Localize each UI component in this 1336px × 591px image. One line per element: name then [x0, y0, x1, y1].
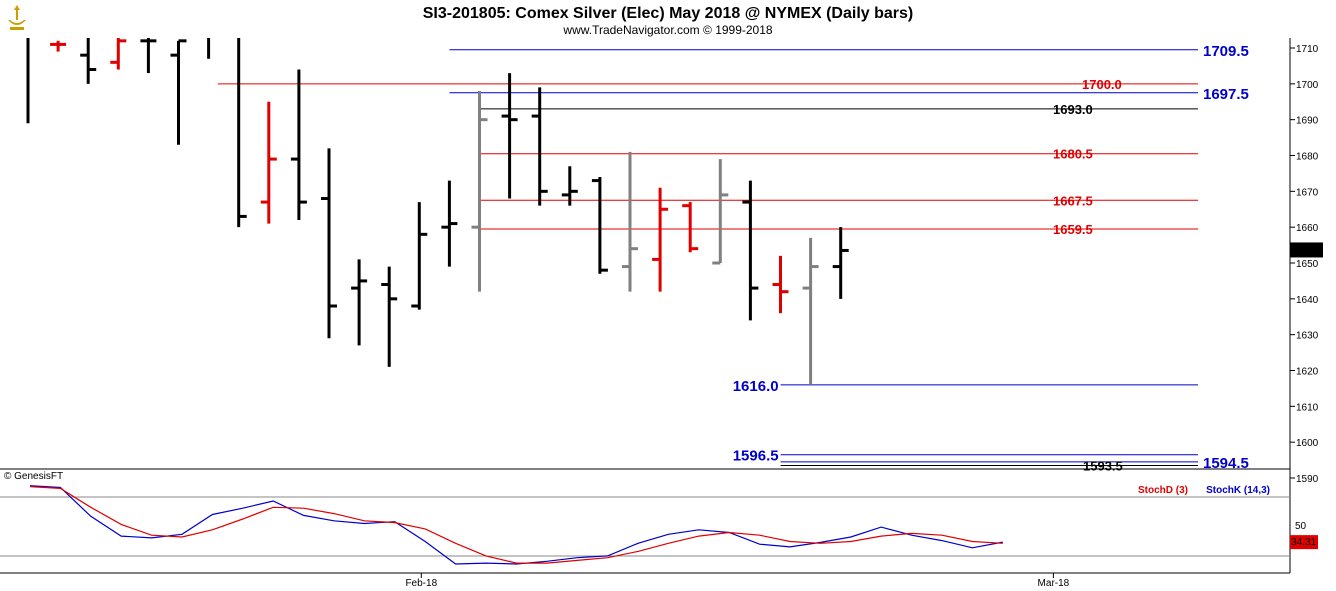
ohlc-bar: [110, 38, 127, 70]
x-axis-tick-label: Mar-18: [1038, 578, 1070, 589]
stoch-k-legend: StochK (14,3): [1206, 485, 1270, 496]
stochastic-panel: [29, 485, 1003, 565]
copyright-label: © GenesisFT: [4, 471, 63, 482]
ohlc-bar: [260, 101, 277, 224]
ohlc-bar: [501, 73, 518, 199]
y-axis-tick-label: 1680: [1296, 152, 1319, 163]
ohlc-bar: [742, 180, 759, 321]
ohlc-bar: [682, 202, 699, 253]
level-label-1667.5: 1667.5: [1053, 193, 1093, 208]
level-label-1616.0: 1616.0: [733, 378, 779, 395]
y-axis-tick-label: 1610: [1296, 402, 1319, 413]
levels-layer: 1709.5 1700.0 1697.5 1693.0 1680.5 1667.5 1659…: [217, 43, 1249, 473]
stoch-d-legend: StochD (3): [1138, 485, 1188, 496]
ohlc-bar: [290, 69, 307, 220]
ohlc-bar: [411, 202, 428, 310]
ohlc-bar: [321, 148, 337, 339]
y-axis-tick-label: 1640: [1296, 295, 1319, 306]
stoch-k-line: [29, 485, 1003, 565]
chart-title: SI3-201805: Comex Silver (Elec) May 2018…: [423, 5, 914, 22]
ohlc-bar: [772, 255, 789, 314]
y-axis-tick-label: 1630: [1296, 331, 1319, 342]
stoch-axis-tick-50: 50: [1295, 521, 1307, 532]
ohlc-bar: [351, 259, 368, 346]
y-axis-tick-label: 1620: [1296, 367, 1319, 378]
ohlc-bar: [471, 91, 488, 292]
level-label-1693.0: 1693.0: [1053, 102, 1093, 117]
level-label-1659.5: 1659.5: [1053, 222, 1093, 237]
y-axis-tick-label: 1600: [1296, 438, 1319, 449]
genesis-logo-icon: [4, 3, 30, 31]
ohlc-bar: [802, 237, 819, 385]
ohlc-bar: [652, 187, 669, 292]
y-axis-tick-label: 1670: [1296, 187, 1319, 198]
ohlc-bar: [591, 177, 608, 274]
ohlc-bar: [441, 180, 458, 267]
y-axis: 1590 1600 1610 1620 1630 1640 1650 1660 1670 1680…: [1290, 44, 1319, 485]
ohlc-bar: [50, 40, 67, 52]
level-label-1709.5: 1709.5: [1203, 43, 1249, 60]
x-axis-tick-label: Feb-18: [405, 578, 437, 589]
y-axis-tick-label: 1700: [1296, 80, 1319, 91]
level-label-1596.5: 1596.5: [733, 448, 779, 465]
y-axis-tick-label: 1650: [1296, 259, 1319, 270]
chart-subtitle: www.TradeNavigator.com © 1999-2018: [562, 23, 772, 37]
last-price-tag: 1653.5: [1290, 242, 1323, 258]
bars-layer: [26, 38, 849, 385]
level-label-1594.5: 1594.5: [1203, 455, 1249, 472]
level-label-1700.0: 1700.0: [1082, 77, 1122, 92]
ohlc-bar: [80, 38, 97, 84]
ohlc-bar: [237, 38, 247, 228]
stoch-last-label: 34.31: [1291, 537, 1316, 548]
y-axis-tick-label: 1590: [1296, 474, 1319, 485]
ohlc-bar: [832, 227, 849, 299]
last-price-label: 1653.5: [1292, 246, 1323, 257]
y-axis-tick-label: 1690: [1296, 116, 1319, 127]
y-axis-tick-label: 1710: [1296, 44, 1319, 55]
ohlc-bar: [170, 39, 187, 145]
x-axis: Feb-18 Mar-18: [405, 573, 1070, 589]
ohlc-bar: [561, 166, 578, 206]
level-label-1680.5: 1680.5: [1053, 147, 1093, 162]
ohlc-bar: [381, 266, 398, 367]
ohlc-bar: [140, 38, 157, 74]
stoch-d-line: [29, 486, 1003, 564]
level-label-1593.5: 1593.5: [1083, 458, 1123, 473]
stoch-last-tag: 34.31: [1290, 535, 1318, 550]
ohlc-bar: [622, 151, 638, 292]
y-axis-tick-label: 1660: [1296, 223, 1319, 234]
ohlc-bar: [712, 159, 729, 265]
level-label-1697.5: 1697.5: [1203, 86, 1249, 103]
ohlc-bar: [531, 87, 548, 206]
